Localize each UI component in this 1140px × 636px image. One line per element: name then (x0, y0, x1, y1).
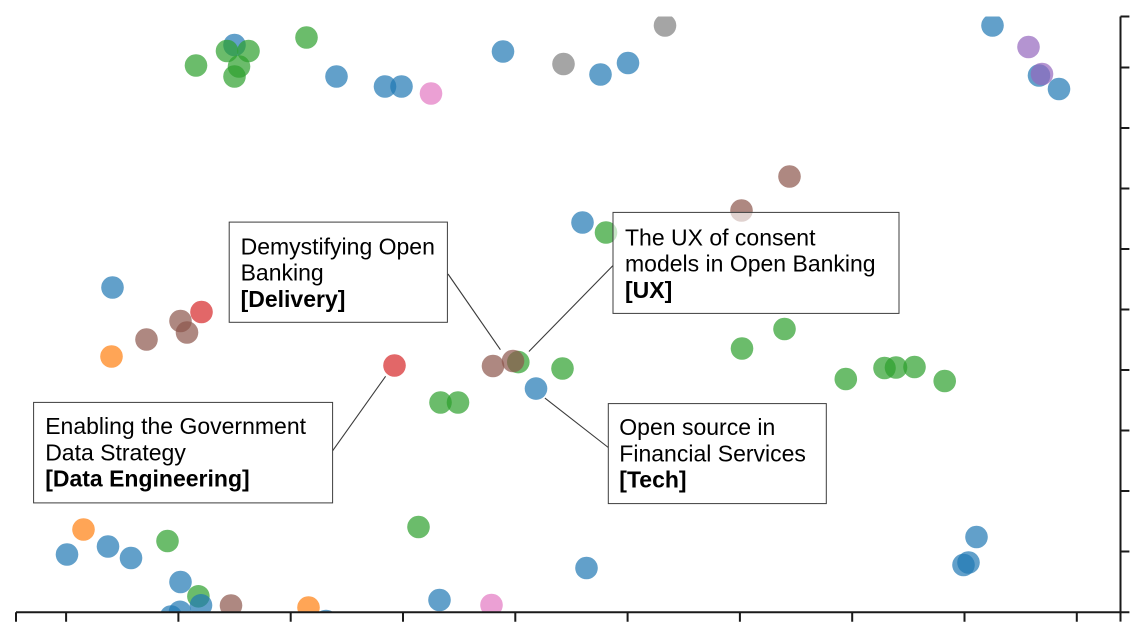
svg-text:[Delivery]: [Delivery] (241, 286, 346, 312)
svg-text:Open source in: Open source in (619, 414, 775, 440)
svg-text:Enabling the Government: Enabling the Government (45, 413, 306, 439)
svg-text:[Tech]: [Tech] (619, 467, 686, 493)
svg-text:Financial Services: Financial Services (619, 440, 806, 466)
svg-text:Banking: Banking (241, 260, 324, 286)
svg-text:[UX]: [UX] (625, 277, 672, 303)
svg-text:Data Strategy: Data Strategy (45, 439, 186, 465)
svg-text:[Data Engineering]: [Data Engineering] (45, 466, 249, 492)
svg-text:Demystifying Open: Demystifying Open (241, 233, 435, 259)
svg-text:models in Open Banking: models in Open Banking (625, 251, 876, 277)
svg-text:The UX of consent: The UX of consent (625, 224, 816, 250)
